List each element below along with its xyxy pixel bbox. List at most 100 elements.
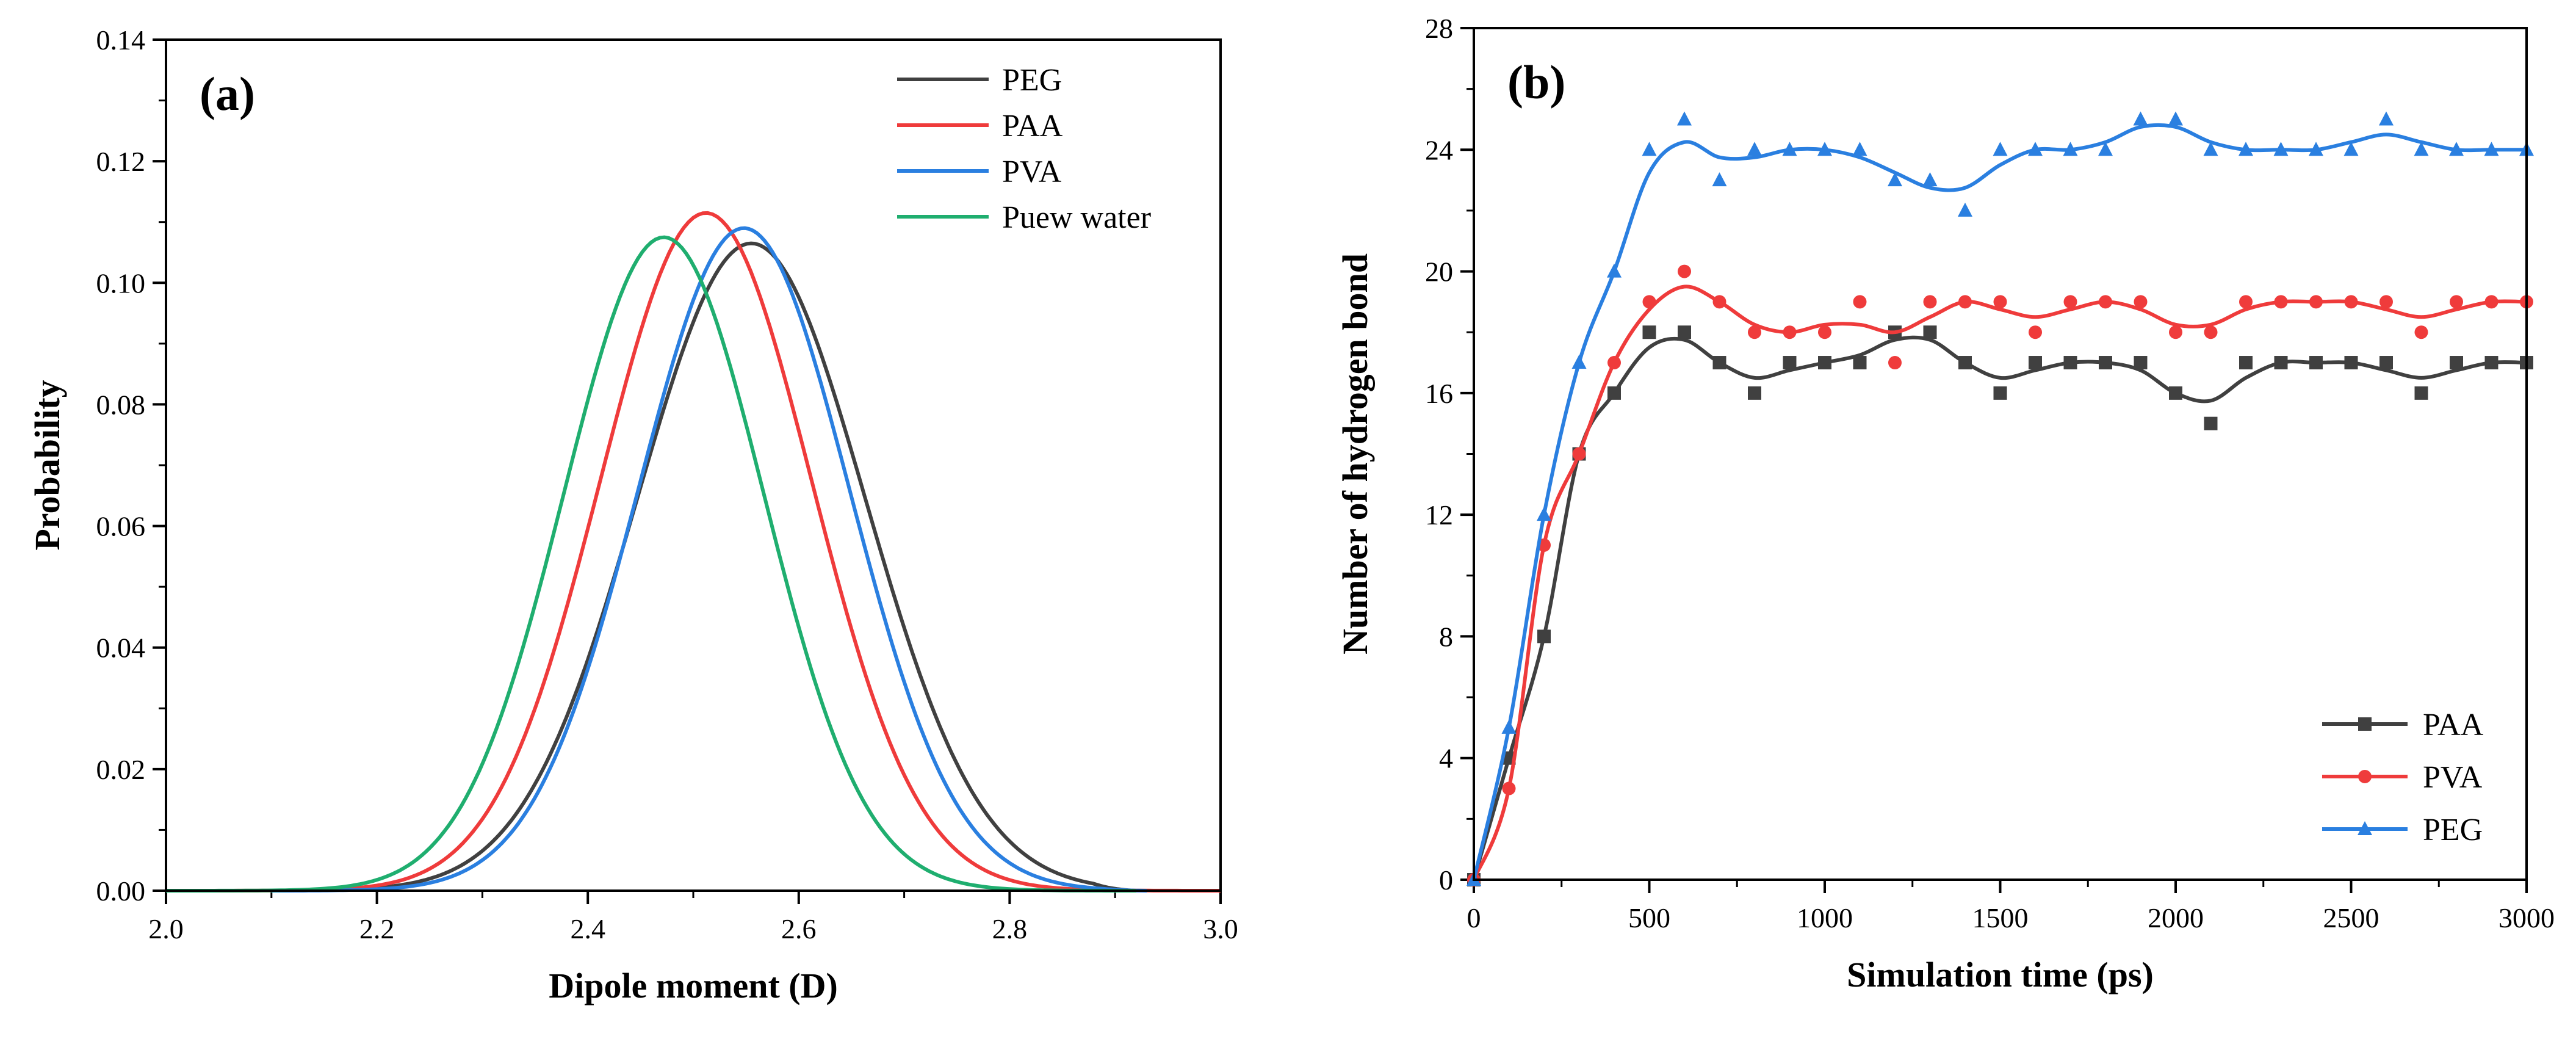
a-plot-frame (165, 38, 1222, 892)
b-series-line-paa (1472, 335, 2527, 880)
b-data-point-pva (2204, 325, 2218, 339)
b-legend-label-paa: PAA (2423, 708, 2484, 742)
b-y-tick-label: 12 (1425, 499, 1453, 531)
b-legend-label-pva: PVA (2423, 760, 2483, 795)
b-data-point-peg (2133, 111, 2148, 126)
b-y-tick-label: 24 (1425, 134, 1453, 165)
b-tick-labels: 0 500 1000 1500 2000 2500 3000 0 4 8 12 16 20 24 28 (1425, 13, 2555, 933)
a-series-line-peg (271, 241, 1136, 893)
b-data-point-pva (1748, 325, 1761, 339)
b-y-tick-label: 16 (1425, 378, 1453, 409)
b-data-point-pva (1993, 295, 2007, 309)
b-data-point-pva (1818, 325, 1831, 339)
a-series-line-paa (166, 211, 1221, 893)
b-data-point-paa (2029, 356, 2042, 370)
a-legend-label-puew-water: Puew water (1002, 200, 1151, 235)
b-panel-label: (b) (1507, 56, 1565, 109)
b-data-point-paa (1607, 386, 1621, 400)
b-data-point-peg (1501, 719, 1517, 734)
b-data-point-paa (2063, 356, 2077, 370)
b-data-point-paa (2379, 356, 2393, 370)
b-data-point-paa (1537, 629, 1551, 643)
b-y-tick-label: 8 (1439, 621, 1453, 652)
a-y-tick-label: 0.06 (96, 511, 146, 542)
a-panel-label: (a) (200, 67, 255, 120)
b-data-point-paa (2450, 356, 2463, 370)
b-y-axis-title: Number of hydrogen bond (1335, 253, 1375, 654)
b-data-point-pva (1642, 295, 1656, 309)
b-data-point-paa (1748, 386, 1761, 400)
panel-b-hbond-chart: 0 500 1000 1500 2000 2500 3000 0 4 8 12 16 20 24 28 (b… (1335, 13, 2555, 994)
b-data-point-paa (1993, 386, 2007, 400)
b-data-point-peg (1993, 142, 2008, 156)
b-data-point-peg (2098, 142, 2113, 156)
b-data-point-paa (2414, 386, 2428, 400)
b-data-point-paa (2134, 356, 2148, 370)
b-y-tick-label: 20 (1425, 256, 1453, 288)
b-data-point-peg (2028, 142, 2043, 156)
b-x-tick-label: 2000 (2148, 902, 2204, 933)
b-data-point-pva (1572, 447, 1586, 461)
b-data-point-pva (1783, 325, 1797, 339)
b-data-point-pva (1958, 295, 1972, 309)
b-legend-marker-paa (2358, 717, 2372, 731)
b-data-point-pva (2134, 295, 2148, 309)
b-data-point-paa (2484, 356, 2498, 370)
b-legend: PAA PVA PEG (2322, 708, 2484, 847)
a-tick-labels: 2.0 2.2 2.4 2.6 2.8 3.0 0.00 0.02 0.04 0.06 0.08 0.… (96, 24, 1238, 944)
b-series-line-pva (1472, 284, 2527, 881)
b-x-tick-label: 500 (1628, 902, 1670, 933)
a-y-tick-label: 0.00 (96, 875, 146, 907)
b-data-point-peg (1958, 202, 1972, 217)
b-data-point-pva (2029, 325, 2042, 339)
a-y-tick-label: 0.14 (96, 24, 146, 56)
b-data-point-paa (1783, 356, 1797, 370)
b-data-point-paa (2344, 356, 2358, 370)
b-data-point-peg (2063, 142, 2078, 156)
b-data-point-paa (1712, 356, 1726, 370)
b-data-point-peg (2203, 142, 2218, 156)
b-data-point-pva (1923, 295, 1937, 309)
a-x-axis-title: Dipole moment (D) (549, 966, 838, 1005)
b-data-point-paa (2099, 356, 2112, 370)
b-data-point-peg (2379, 111, 2394, 126)
b-x-axis-title: Simulation time (ps) (1847, 955, 2154, 994)
b-data-point-peg (2343, 142, 2359, 156)
b-series-line-peg (1472, 123, 2527, 880)
a-x-tick-label: 2.8 (992, 913, 1028, 944)
b-data-point-pva (1502, 781, 1516, 795)
a-legend-label-paa: PAA (1002, 109, 1063, 143)
b-data-point-paa (2309, 356, 2323, 370)
b-legend-marker-pva (2358, 770, 2372, 783)
b-data-point-peg (2414, 142, 2429, 156)
b-series-group (1467, 111, 2534, 886)
a-x-tick-label: 2.0 (148, 913, 184, 944)
b-x-tick-label: 0 (1467, 902, 1481, 933)
b-data-point-peg (1712, 172, 1727, 187)
b-x-tick-label: 2500 (2323, 902, 2379, 933)
a-series-group (166, 211, 1221, 893)
b-data-point-pva (2063, 295, 2077, 309)
a-x-tick-label: 2.2 (359, 913, 395, 944)
b-data-point-peg (2239, 142, 2253, 156)
b-data-point-peg (1922, 172, 1938, 187)
a-legend-label-peg: PEG (1002, 63, 1062, 98)
b-data-point-pva (2099, 295, 2112, 309)
b-data-point-peg (2449, 142, 2464, 156)
b-data-point-peg (2273, 142, 2289, 156)
a-y-tick-label: 0.10 (96, 267, 146, 299)
b-data-point-pva (1607, 356, 1621, 370)
a-y-tick-label: 0.04 (96, 632, 146, 664)
b-x-tick-label: 1000 (1797, 902, 1853, 933)
b-data-point-peg (1677, 111, 1692, 126)
b-data-point-peg (1888, 172, 1902, 187)
b-data-point-peg (1642, 142, 1657, 156)
b-data-point-pva (1888, 356, 1902, 370)
b-data-point-pva (2309, 295, 2323, 309)
b-data-point-paa (2169, 386, 2182, 400)
a-series-line-pva (271, 226, 1147, 893)
b-y-tick-label: 0 (1439, 864, 1453, 896)
b-legend-label-peg: PEG (2423, 813, 2483, 847)
b-data-point-pva (2414, 325, 2428, 339)
